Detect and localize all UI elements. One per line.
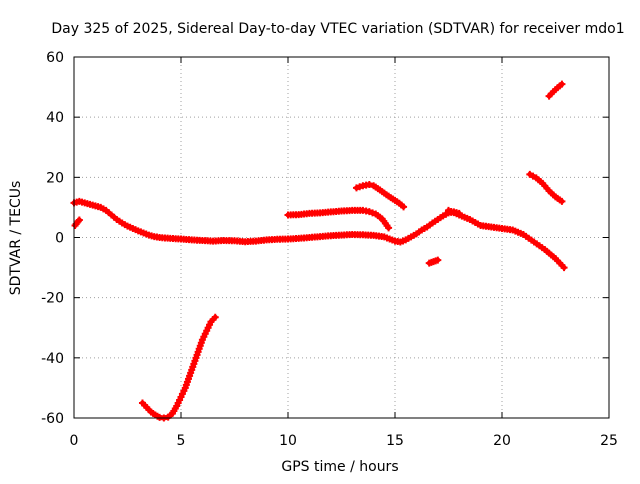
data-point-marker: [558, 80, 566, 88]
y-tick-label: 60: [46, 50, 64, 66]
x-tick-label: 0: [70, 433, 79, 449]
y-tick-label: 40: [46, 110, 64, 126]
series-arc-2: [70, 197, 463, 246]
y-tick-label: 0: [55, 231, 64, 247]
data-point-marker: [560, 264, 568, 272]
data-point-marker: [385, 224, 393, 232]
y-tick-label: -60: [41, 411, 64, 427]
chart-title: Day 325 of 2025, Sidereal Day-to-day VTE…: [51, 21, 624, 37]
data-point-marker: [434, 256, 442, 264]
y-axis-label: SDTVAR / TECUs: [8, 181, 24, 296]
x-tick-label: 15: [386, 433, 404, 449]
data-point-marker: [75, 216, 83, 224]
x-tick-label: 5: [177, 433, 186, 449]
data-point-marker: [558, 197, 566, 205]
data-series: [70, 80, 568, 422]
x-tick-label: 10: [279, 433, 297, 449]
y-tick-label: 20: [46, 170, 64, 186]
data-point-marker: [74, 217, 82, 225]
axis-ticks: 0 5 10 15 20 25 -60 -40 -20 0 20 40 60: [41, 50, 618, 449]
series-arc-3: [138, 313, 219, 422]
series-arc-7: [445, 206, 568, 272]
x-tick-label: 20: [493, 433, 511, 449]
y-tick-label: -40: [41, 351, 64, 367]
series-arc-8: [526, 170, 566, 205]
series-arc-6: [425, 256, 442, 267]
data-point-marker: [211, 313, 219, 321]
series-arc-9: [545, 80, 566, 100]
data-point-marker: [400, 203, 408, 211]
x-tick-label: 25: [600, 433, 618, 449]
y-tick-label: -20: [41, 291, 64, 307]
series-arc-4: [284, 206, 393, 232]
x-axis-label: GPS time / hours: [281, 459, 398, 475]
series-arc-5: [352, 181, 408, 211]
data-point-marker: [365, 181, 373, 189]
